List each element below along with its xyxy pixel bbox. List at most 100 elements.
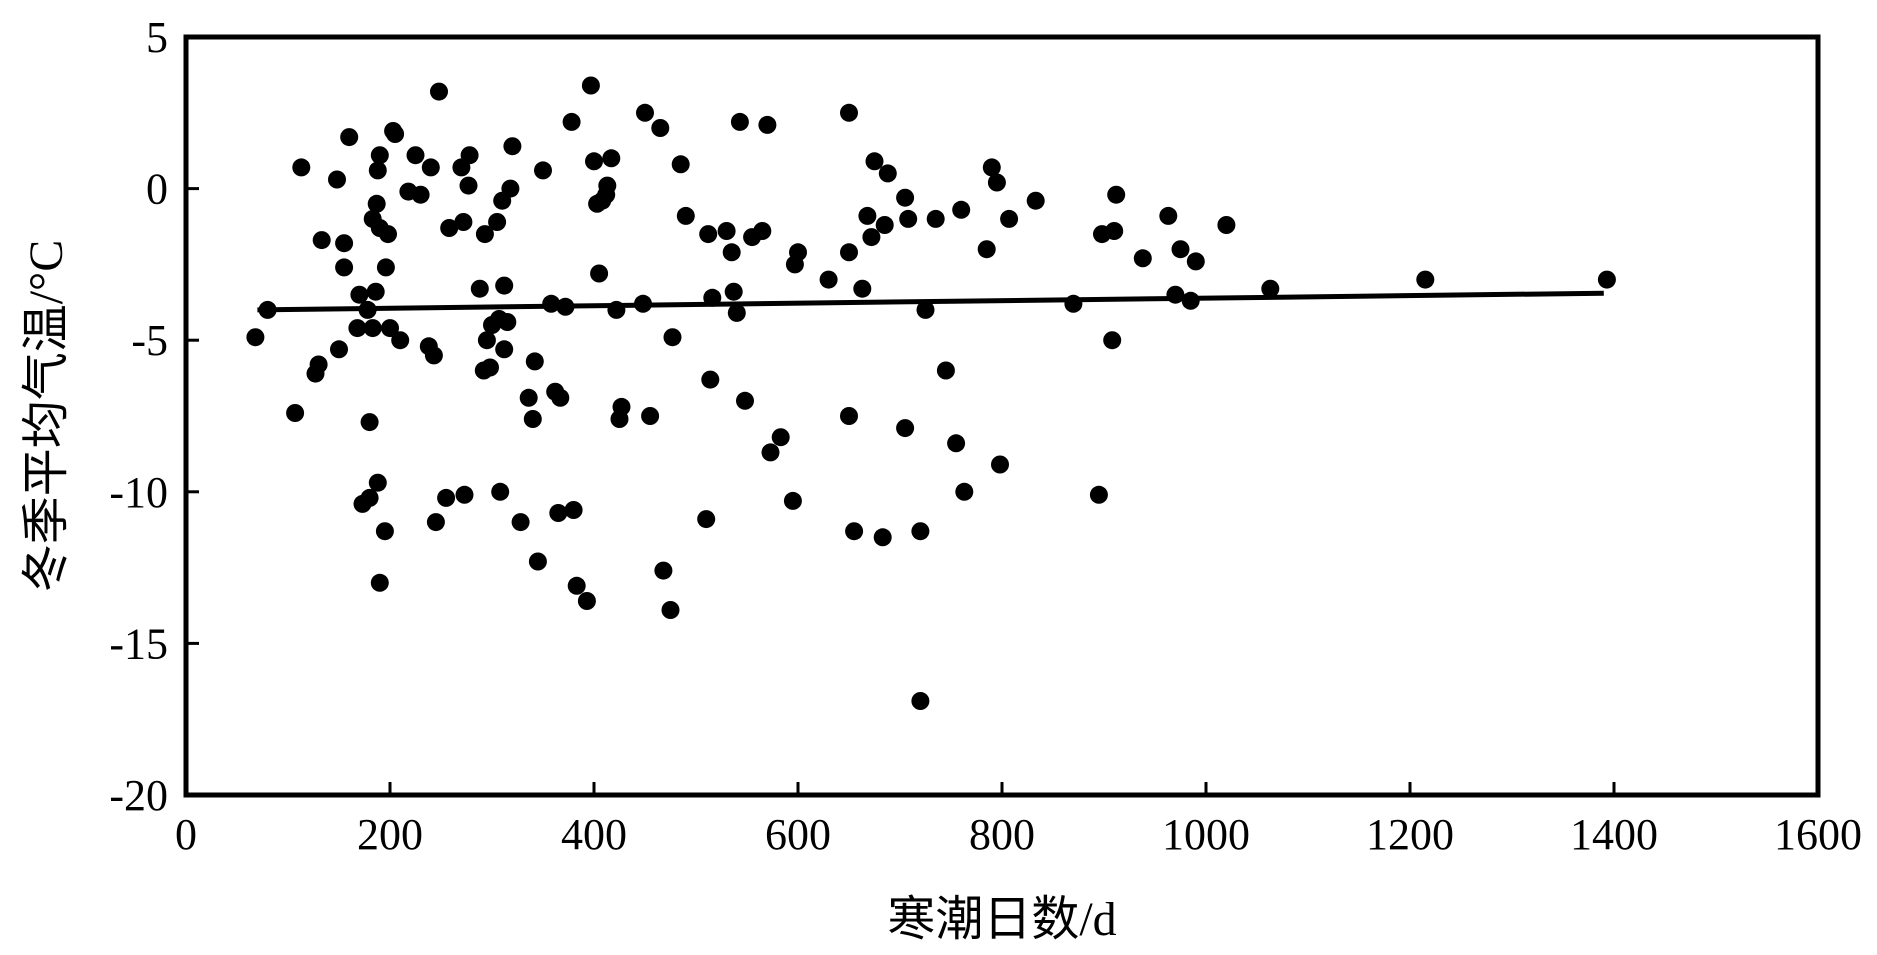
x-tick-label: 1200 bbox=[1366, 810, 1454, 859]
data-point bbox=[896, 188, 915, 207]
data-point bbox=[771, 428, 790, 447]
data-point bbox=[426, 513, 445, 532]
data-point bbox=[366, 282, 385, 301]
data-point bbox=[368, 161, 387, 180]
data-point bbox=[911, 522, 930, 541]
data-point bbox=[873, 528, 892, 547]
data-point bbox=[391, 331, 410, 350]
data-point bbox=[875, 216, 894, 234]
data-point bbox=[411, 185, 430, 204]
data-point bbox=[699, 225, 718, 244]
data-point bbox=[360, 413, 379, 432]
data-point bbox=[551, 388, 570, 407]
data-point bbox=[602, 149, 621, 168]
data-point bbox=[1597, 270, 1616, 289]
data-point bbox=[878, 164, 897, 183]
data-point bbox=[651, 119, 670, 137]
data-point bbox=[312, 231, 331, 250]
x-tick-label: 1400 bbox=[1570, 810, 1658, 859]
data-point bbox=[309, 355, 328, 374]
data-point bbox=[717, 222, 736, 240]
data-point bbox=[498, 313, 517, 331]
data-point bbox=[488, 213, 507, 231]
data-point bbox=[459, 176, 478, 195]
data-point bbox=[534, 161, 552, 180]
data-point bbox=[858, 206, 877, 225]
data-point bbox=[1089, 485, 1108, 504]
data-points bbox=[246, 76, 1616, 710]
data-point bbox=[840, 103, 858, 122]
data-point bbox=[590, 264, 609, 283]
data-point bbox=[348, 319, 367, 338]
data-point bbox=[1159, 206, 1178, 225]
data-point bbox=[519, 388, 538, 407]
data-point bbox=[853, 279, 872, 298]
data-point bbox=[286, 404, 305, 422]
data-point bbox=[671, 155, 690, 174]
data-point bbox=[381, 319, 399, 338]
data-point bbox=[661, 601, 680, 619]
data-point bbox=[758, 115, 777, 134]
data-point bbox=[246, 328, 265, 347]
data-point bbox=[340, 128, 359, 147]
data-point bbox=[916, 300, 935, 319]
data-point bbox=[421, 158, 440, 177]
data-point bbox=[761, 443, 780, 462]
data-point bbox=[581, 76, 600, 95]
data-point bbox=[1107, 185, 1126, 204]
data-point bbox=[730, 112, 749, 131]
x-tick-label: 1000 bbox=[1162, 810, 1250, 859]
data-point bbox=[1000, 209, 1019, 228]
data-point bbox=[1105, 222, 1124, 240]
data-point bbox=[386, 125, 405, 143]
data-point bbox=[1217, 216, 1236, 234]
x-tick-label: 1600 bbox=[1774, 810, 1862, 859]
data-point bbox=[636, 103, 654, 122]
data-point bbox=[528, 552, 547, 571]
data-point bbox=[564, 501, 583, 519]
data-point bbox=[577, 592, 596, 610]
data-point bbox=[375, 522, 394, 541]
y-tick-label: -15 bbox=[109, 619, 168, 668]
data-point bbox=[567, 576, 586, 595]
data-point bbox=[753, 222, 772, 240]
data-point bbox=[525, 352, 544, 371]
data-point bbox=[440, 219, 459, 237]
axis-ticks: 0 200 400 600 800 1000 1200 1400 1600 5 0 -5 -10 -15 -… bbox=[109, 13, 1862, 859]
data-point bbox=[936, 361, 955, 380]
data-point bbox=[430, 82, 448, 101]
data-point bbox=[1103, 331, 1122, 350]
data-point bbox=[368, 473, 387, 492]
x-tick-label: 200 bbox=[357, 810, 423, 859]
x-tick-label: 0 bbox=[175, 810, 197, 859]
y-tick-label: 5 bbox=[146, 13, 168, 62]
data-point bbox=[424, 346, 443, 365]
data-point bbox=[722, 243, 741, 262]
data-point bbox=[335, 258, 354, 277]
x-tick-label: 400 bbox=[561, 810, 627, 859]
data-point bbox=[360, 488, 379, 507]
data-point bbox=[363, 319, 382, 338]
y-tick-label: 0 bbox=[146, 165, 168, 214]
data-point bbox=[330, 340, 348, 359]
data-point bbox=[1133, 249, 1152, 268]
data-point bbox=[503, 137, 522, 156]
data-point bbox=[455, 485, 474, 504]
data-point bbox=[701, 370, 720, 389]
data-point bbox=[952, 200, 971, 219]
data-point bbox=[982, 158, 1001, 177]
data-point bbox=[501, 179, 520, 198]
data-point bbox=[511, 513, 530, 532]
y-axis-title: 冬季平均气温/°C bbox=[20, 240, 73, 593]
data-point bbox=[335, 234, 354, 253]
data-point bbox=[736, 391, 754, 410]
data-point bbox=[523, 410, 542, 428]
data-point bbox=[612, 397, 631, 416]
data-point bbox=[845, 522, 864, 541]
data-point bbox=[376, 258, 395, 277]
data-point bbox=[977, 240, 996, 259]
plot-frame bbox=[183, 34, 1821, 798]
data-point bbox=[862, 228, 881, 247]
data-point bbox=[470, 279, 489, 298]
